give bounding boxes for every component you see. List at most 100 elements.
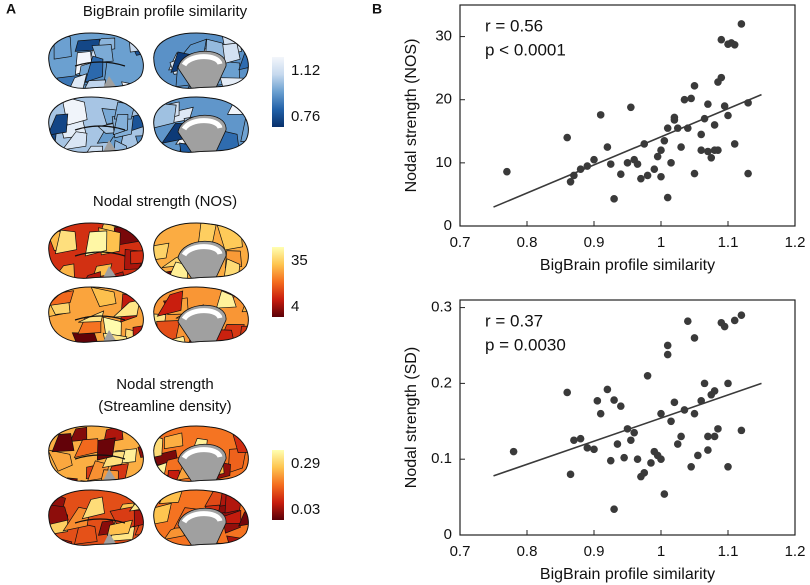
annotation: r = 0.56 [485, 16, 543, 35]
data-point [673, 124, 682, 132]
data-point [657, 409, 665, 418]
data-point [704, 432, 712, 441]
x-tick-label: 0.9 [584, 543, 605, 560]
data-point [730, 316, 739, 325]
data-point [596, 409, 605, 418]
y-axis-title: Nodal strength (NOS) [403, 39, 420, 193]
data-point [623, 425, 632, 433]
data-point [694, 451, 702, 460]
data-point [610, 505, 618, 514]
data-point [667, 159, 675, 167]
x-tick-label: 0.9 [584, 234, 605, 251]
y-tick-label: 0 [444, 217, 452, 234]
brain-outline [153, 425, 249, 482]
colorbar-tick-label: 0.76 [291, 108, 320, 125]
data-point [663, 341, 672, 350]
data-point [630, 428, 638, 437]
data-point [684, 317, 692, 326]
data-point [503, 167, 511, 176]
data-point [643, 171, 652, 180]
brain-surface [48, 489, 144, 546]
brain-surface [153, 222, 249, 279]
colorbar-tick-label: 35 [291, 252, 308, 269]
data-point [680, 406, 689, 414]
data-point [570, 171, 578, 180]
y-tick-label: 0.1 [431, 450, 452, 467]
data-point [670, 398, 679, 407]
data-point [617, 402, 625, 410]
brain-outline [48, 32, 144, 89]
data-point [603, 143, 612, 151]
data-point [697, 146, 705, 155]
data-point [730, 40, 739, 49]
data-point [660, 136, 669, 145]
annotation: r = 0.37 [485, 311, 543, 330]
data-point [667, 417, 675, 426]
data-point [613, 440, 622, 448]
data-point [606, 160, 615, 168]
colorbar [272, 450, 284, 520]
fit-line [493, 93, 762, 208]
data-point [620, 453, 628, 462]
data-point [576, 434, 585, 443]
x-tick-label: 0.7 [450, 234, 471, 251]
colorbar [272, 247, 284, 317]
data-point [690, 334, 699, 342]
x-axis-title: BigBrain profile similarity [540, 566, 715, 583]
data-point [583, 162, 592, 170]
annotation: p < 0.0001 [485, 40, 566, 59]
data-point [677, 143, 685, 151]
data-point [700, 379, 709, 388]
brain-outline [153, 286, 249, 343]
data-point [509, 447, 518, 456]
data-point [744, 169, 752, 178]
brain-outline [48, 425, 144, 482]
colorbar [272, 57, 284, 127]
data-point [704, 100, 712, 108]
brain-surface [153, 32, 249, 89]
brain-surface [48, 96, 144, 153]
y-tick-label: 0.3 [431, 299, 452, 316]
plot-frame [459, 4, 796, 227]
brain-outline [153, 222, 249, 279]
data-point [596, 111, 605, 119]
brain-outline [48, 96, 144, 153]
x-tick-label: 1 [657, 543, 665, 560]
data-point [593, 397, 602, 405]
data-point [690, 169, 699, 178]
data-point [563, 133, 571, 142]
y-tick-label: 30 [435, 28, 452, 45]
brain-outline [48, 222, 144, 279]
data-point [684, 124, 692, 132]
data-point [660, 490, 669, 498]
brain-surface [48, 425, 144, 482]
data-point [737, 426, 746, 435]
data-point [643, 372, 652, 380]
data-point [637, 174, 645, 183]
x-tick-label: 0.8 [517, 234, 538, 251]
data-point [603, 385, 612, 394]
panel-label: B [372, 1, 382, 17]
data-point [737, 311, 746, 319]
brain-surface [153, 96, 249, 153]
data-point [697, 397, 705, 405]
data-point [627, 436, 635, 445]
map-title: (Streamline density) [98, 398, 231, 415]
data-point [687, 462, 695, 471]
data-point [663, 193, 672, 202]
x-tick-label: 1.1 [718, 543, 739, 560]
data-point [697, 130, 705, 139]
data-point [737, 20, 746, 28]
data-point [700, 114, 709, 123]
brain-outline [48, 286, 144, 343]
brain-surface [153, 425, 249, 482]
data-point [663, 124, 672, 132]
data-point [717, 35, 726, 44]
data-point [640, 469, 649, 477]
data-point [610, 396, 618, 404]
colorbar-tick-label: 1.12 [291, 62, 320, 79]
brain-outline [153, 489, 249, 546]
data-point [724, 462, 732, 471]
data-point [566, 178, 575, 186]
data-point [707, 154, 716, 162]
